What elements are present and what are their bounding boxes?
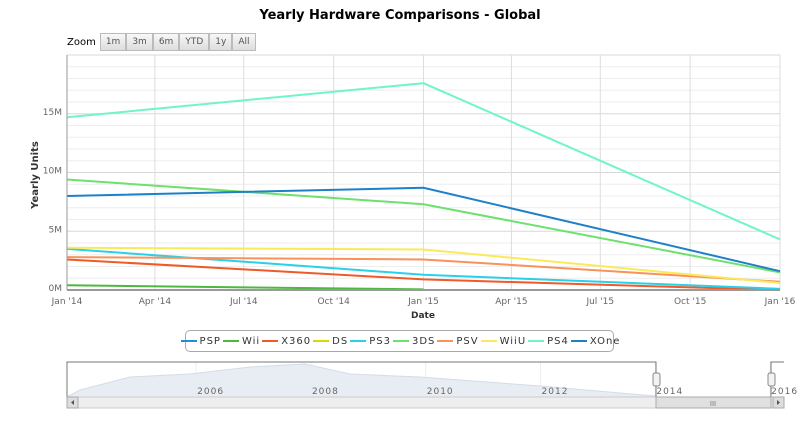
zoom-button-3m[interactable]: 3m	[126, 33, 153, 51]
legend-label: XOne	[589, 335, 621, 347]
y-tick-label: 5M	[49, 225, 63, 235]
legend-swatch	[392, 340, 409, 342]
legend-label: PS3	[369, 335, 391, 347]
navigator-year-label: 2016	[771, 387, 798, 397]
zoom-button-1y[interactable]: 1y	[209, 33, 233, 51]
legend-item-x360[interactable]: X360	[260, 336, 311, 347]
series-line-wii	[66, 284, 424, 291]
x-tick-label: Jul '15	[585, 297, 614, 307]
chart-title: Yearly Hardware Comparisons - Global	[259, 8, 541, 23]
legend-item-psv[interactable]: PSV	[435, 336, 478, 347]
legend-item-psp[interactable]: PSP	[179, 336, 221, 347]
navigator-year-label: 2014	[656, 387, 683, 397]
x-tick-label: Jan '16	[764, 297, 796, 307]
legend-label: PSV	[456, 335, 479, 347]
x-tick-label: Jan '15	[407, 297, 439, 307]
legend-swatch	[437, 340, 454, 342]
zoom-button-all[interactable]: All	[232, 33, 256, 51]
x-tick-label: Jul '14	[229, 297, 258, 307]
navigator-year-label: 2008	[312, 387, 339, 397]
navigator-handle-right[interactable]	[767, 372, 776, 387]
y-tick-label: 15M	[43, 108, 62, 118]
zoom-button-1m[interactable]: 1m	[99, 33, 127, 51]
series-line-xone	[66, 186, 781, 273]
series-line-3ds	[66, 178, 781, 274]
legend-label: DS	[332, 335, 349, 347]
arrow-left-icon	[71, 400, 74, 405]
legend-label: PS4	[547, 335, 569, 347]
legend-swatch	[222, 340, 239, 342]
navigator-year-label: 2012	[542, 387, 569, 397]
legend-swatch	[313, 340, 330, 342]
zoom-button-6m[interactable]: 6m	[152, 33, 180, 51]
legend-label: X360	[281, 335, 312, 347]
y-tick-label: 10M	[43, 167, 62, 177]
legend-swatch	[570, 340, 587, 342]
x-tick-label: Jan '14	[51, 297, 83, 307]
legend-label: Wii	[241, 335, 261, 347]
series-line-psv	[66, 256, 781, 283]
legend-item-ps3[interactable]: PS3	[348, 336, 391, 347]
legend-swatch	[528, 340, 545, 342]
legend-label: PSP	[199, 335, 221, 347]
x-tick-label: Apr '15	[495, 297, 527, 307]
legend-swatch	[262, 340, 279, 342]
legend: PSP Wii X360 DS PS3 3DS PSV WiiU PS4 XOne	[180, 330, 619, 352]
legend-item-xone[interactable]: XOne	[569, 336, 621, 347]
x-tick-label: Oct '15	[674, 297, 706, 307]
zoom-label: Zoom	[67, 36, 96, 48]
series-line-ps4	[66, 82, 781, 241]
range-selector: Zoom 1m 3m 6m YTD 1y All	[67, 33, 256, 51]
scrollbar-thumb[interactable]	[655, 396, 772, 409]
series-line-wiiu	[66, 246, 781, 284]
navigator-year-label: 2006	[197, 387, 224, 397]
x-axis-label: Date	[411, 311, 435, 321]
legend-item-ds[interactable]: DS	[311, 336, 348, 347]
navigator-handle-left[interactable]	[652, 372, 661, 387]
legend-item-wii[interactable]: Wii	[221, 336, 260, 347]
legend-item-ps4[interactable]: PS4	[526, 336, 569, 347]
arrow-right-icon	[777, 400, 780, 405]
legend-item-wiiu[interactable]: WiiU	[479, 336, 527, 347]
legend-swatch	[350, 340, 367, 342]
series-line-x360	[66, 258, 781, 291]
x-tick-label: Apr '14	[139, 297, 172, 307]
x-tick-label: Oct '14	[317, 297, 350, 307]
legend-swatch	[480, 340, 497, 342]
scrollbar-grip: III	[710, 400, 716, 408]
y-tick-label: 0M	[49, 284, 63, 294]
navigator-area	[66, 363, 656, 398]
legend-label: 3DS	[411, 335, 436, 347]
legend-item-3ds[interactable]: 3DS	[391, 336, 435, 347]
navigator-year-label: 2010	[427, 387, 454, 397]
legend-swatch	[180, 340, 197, 342]
legend-label: WiiU	[499, 335, 527, 347]
zoom-button-ytd[interactable]: YTD	[179, 33, 210, 51]
y-axis-label: Yearly Units	[30, 141, 41, 210]
